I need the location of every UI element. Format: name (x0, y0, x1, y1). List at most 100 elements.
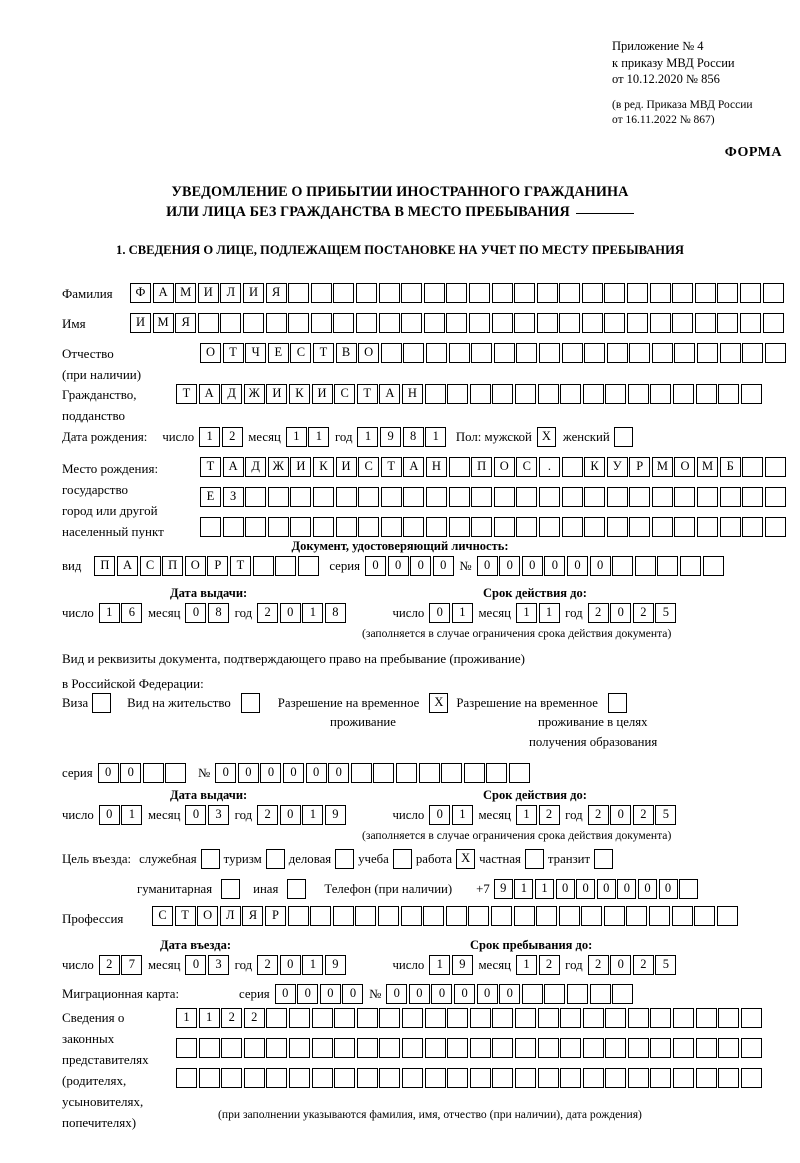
char-box[interactable] (448, 457, 470, 477)
char-box[interactable]: 0 (408, 984, 430, 1004)
char-box[interactable]: 8 (208, 603, 230, 623)
char-box[interactable]: Е (200, 487, 221, 507)
purpose-humanitarian-checkbox[interactable] (221, 879, 241, 899)
char-box[interactable] (266, 1068, 288, 1088)
char-box[interactable] (267, 517, 289, 537)
char-box[interactable] (695, 1008, 717, 1028)
char-box[interactable] (355, 313, 377, 333)
char-box[interactable]: 0 (120, 763, 142, 783)
char-box[interactable]: Т (174, 906, 196, 926)
char-box[interactable] (355, 906, 377, 926)
char-box[interactable]: 9 (380, 427, 402, 447)
char-box[interactable] (266, 1008, 288, 1028)
char-box[interactable] (334, 1038, 356, 1058)
char-box[interactable] (581, 906, 603, 926)
char-box[interactable] (536, 283, 558, 303)
char-box[interactable] (582, 384, 604, 404)
char-box[interactable]: 9 (324, 955, 346, 975)
char-box[interactable] (582, 1008, 604, 1028)
char-box[interactable]: И (197, 283, 219, 303)
char-box[interactable]: Р (264, 906, 286, 926)
char-box[interactable]: 0 (555, 879, 575, 899)
char-box[interactable] (559, 313, 581, 333)
char-box[interactable]: 1 (514, 879, 534, 899)
char-box[interactable]: 2 (538, 805, 560, 825)
char-box[interactable] (718, 1068, 740, 1088)
char-box[interactable]: С (334, 384, 356, 404)
char-box[interactable]: 0 (521, 556, 543, 576)
char-box[interactable] (740, 384, 762, 404)
char-box[interactable]: Т (229, 556, 251, 576)
char-box[interactable]: О (674, 457, 696, 477)
char-box[interactable] (290, 487, 312, 507)
char-box[interactable]: П (471, 457, 493, 477)
char-box[interactable]: И (242, 283, 264, 303)
edu-residence-checkbox[interactable] (607, 693, 627, 713)
char-box[interactable]: И (130, 313, 151, 333)
char-box[interactable] (650, 384, 672, 404)
char-box[interactable] (697, 517, 719, 537)
char-box[interactable] (671, 906, 693, 926)
char-box[interactable] (740, 313, 762, 333)
char-box[interactable] (221, 1038, 243, 1058)
char-box[interactable] (718, 384, 740, 404)
char-box[interactable]: С (139, 556, 161, 576)
char-box[interactable] (492, 1008, 514, 1028)
char-box[interactable]: А (117, 556, 138, 576)
char-box[interactable]: 0 (610, 603, 632, 623)
char-box[interactable] (198, 1038, 220, 1058)
char-box[interactable]: 1 (534, 879, 554, 899)
char-box[interactable] (265, 313, 287, 333)
char-box[interactable] (176, 1068, 197, 1088)
char-box[interactable] (629, 343, 651, 363)
char-box[interactable] (651, 517, 673, 537)
char-box[interactable] (401, 1068, 423, 1088)
char-box[interactable]: 0 (610, 805, 632, 825)
char-box[interactable] (567, 984, 589, 1004)
char-box[interactable] (582, 1038, 604, 1058)
char-box[interactable] (513, 906, 535, 926)
char-box[interactable] (537, 384, 559, 404)
char-box[interactable]: . (538, 457, 560, 477)
char-box[interactable] (297, 556, 319, 576)
char-box[interactable]: 2 (587, 955, 609, 975)
char-box[interactable]: И (335, 457, 357, 477)
char-box[interactable]: 1 (98, 603, 120, 623)
char-box[interactable]: 1 (302, 603, 324, 623)
char-box[interactable] (717, 313, 739, 333)
char-box[interactable] (537, 1008, 559, 1028)
char-box[interactable] (252, 556, 274, 576)
purpose-business-checkbox[interactable] (335, 849, 355, 869)
char-box[interactable] (605, 1008, 627, 1028)
char-box[interactable] (740, 1008, 762, 1028)
char-box[interactable]: 1 (451, 805, 473, 825)
char-box[interactable] (355, 283, 377, 303)
char-box[interactable] (288, 1038, 310, 1058)
char-box[interactable] (697, 487, 719, 507)
char-box[interactable]: 5 (655, 805, 677, 825)
char-box[interactable] (486, 763, 508, 783)
char-box[interactable] (649, 906, 671, 926)
char-box[interactable] (333, 283, 355, 303)
char-box[interactable] (606, 517, 628, 537)
purpose-work-checkbox[interactable]: X (456, 849, 476, 869)
char-box[interactable] (762, 313, 784, 333)
char-box[interactable] (560, 1068, 582, 1088)
char-box[interactable] (697, 343, 719, 363)
char-box[interactable] (544, 984, 566, 1004)
char-box[interactable] (560, 384, 582, 404)
char-box[interactable] (559, 283, 581, 303)
char-box[interactable] (536, 906, 558, 926)
char-box[interactable] (491, 313, 513, 333)
char-box[interactable] (717, 283, 739, 303)
char-box[interactable] (334, 1008, 356, 1028)
char-box[interactable] (424, 1068, 446, 1088)
